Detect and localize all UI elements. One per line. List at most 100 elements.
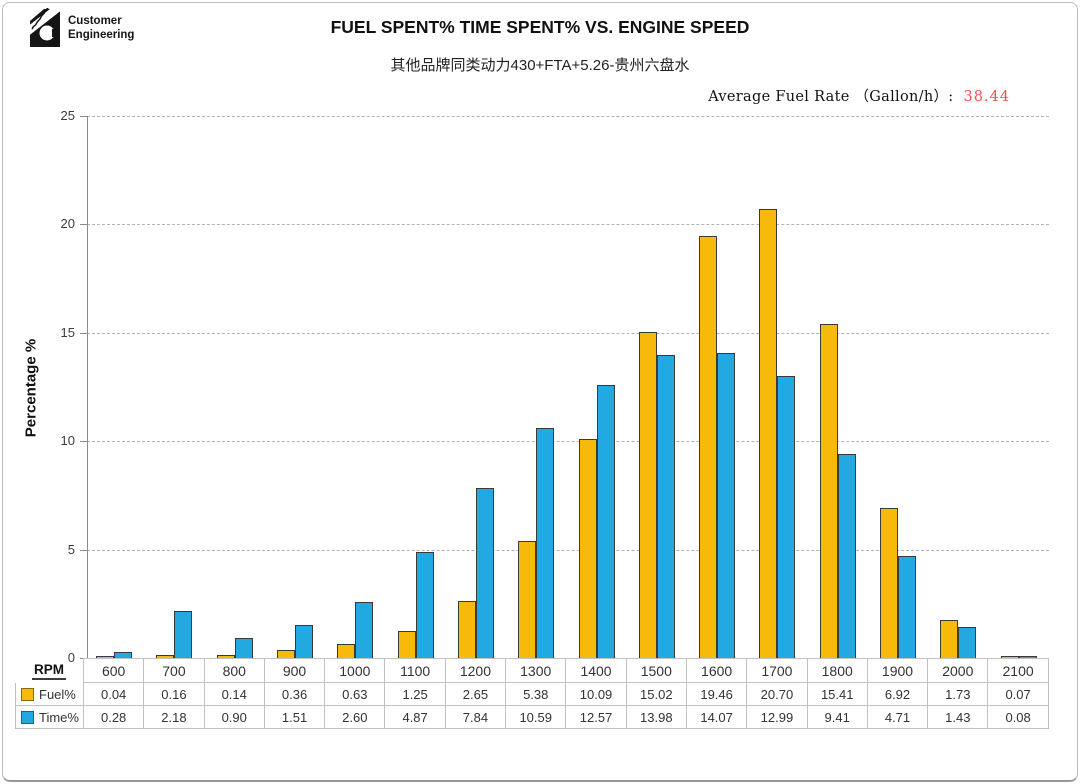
time-bar [898,556,917,658]
gridline [87,116,1049,117]
rpm-column-header: 1000 [325,658,386,683]
fuel-value-cell: 2.65 [445,683,507,706]
fuel-bar [156,655,175,658]
time-value-cell: 7.84 [445,706,507,729]
fuel-legend-swatch-icon [21,687,34,701]
time-bar [536,428,555,658]
rpm-column-header: 1700 [747,658,808,683]
gridline [87,332,1049,334]
fuel-bar [1000,656,1019,658]
fuel-value-cell: 20.70 [747,683,808,706]
fuel-bar [638,332,657,658]
fuel-bar [940,620,959,658]
time-bar [717,353,736,658]
fuel-bar [759,209,778,658]
fuel-value-cell: 1.25 [385,683,446,706]
data-table: RPM 600 700 800 900 1000 1100 1200 1300 1400 1500 1… [15,658,1049,729]
fuel-bar [277,650,296,658]
y-tick-mark [80,549,87,551]
fuel-value-cell: 15.41 [807,683,868,706]
rpm-column-header: 1500 [626,658,687,683]
y-axis-label: Percentage % [22,338,40,438]
y-tick-mark [80,332,87,334]
rpm-column-header: 700 [144,658,205,683]
rpm-column-header: 1200 [445,658,507,683]
rpm-column-header: 2100 [988,658,1049,683]
chart-title: FUEL SPENT% TIME SPENT% VS. ENGINE SPEED [330,17,750,37]
time-bar [777,376,796,658]
logo-text: Customer Engineering [68,8,134,43]
fuel-bar [518,541,537,658]
time-value-cell: 9.41 [807,706,868,729]
fuel-value-cell: 0.04 [84,683,145,706]
rpm-column-header: 1800 [807,658,868,683]
cummins-logo: Customer Engineering [30,8,134,48]
fuel-bar [819,324,838,658]
fuel-value-cell: 15.02 [626,683,687,706]
time-bar [837,454,856,658]
time-value-cell: 1.51 [264,706,326,729]
time-value-cell: 0.90 [204,706,265,729]
rpm-column-header: 1600 [686,658,748,683]
gridline [87,224,1049,226]
time-bar [596,385,615,658]
fuel-value-cell: 0.16 [144,683,205,706]
fuel-value-cell: 10.09 [566,683,627,706]
fuel-value-cell: 0.63 [325,683,386,706]
time-value-cell: 10.59 [506,706,567,729]
average-fuel-rate-label: Average Fuel Rate （Gallon/h）: [708,89,954,105]
rpm-label-text: RPM [32,662,66,680]
logo-text-line1: Customer [68,15,122,27]
time-bar [475,488,494,658]
time-value-cell: 14.07 [686,706,748,729]
y-axis-line [87,116,88,658]
time-value-cell: 0.08 [988,706,1049,729]
time-bar [295,625,314,658]
average-fuel-rate-value: 38.44 [963,89,1010,105]
series-name: Fuel% [39,686,76,702]
fuel-bar [397,631,416,658]
fuel-value-cell: 0.36 [264,683,326,706]
time-bar [1018,656,1037,658]
y-tick-label: 0 [67,650,75,665]
time-bar [174,611,193,658]
time-value-cell: 1.43 [928,706,989,729]
fuel-value-cell: 0.14 [204,683,265,706]
cummins-c-icon [30,8,60,47]
rpm-column-header: 1100 [385,658,446,683]
time-value-cell: 12.99 [747,706,808,729]
average-fuel-rate: Average Fuel Rate （Gallon/h）: 38.44 [708,85,1010,106]
y-tick-label: 20 [60,216,75,232]
rpm-column-header: 1400 [566,658,627,683]
y-tick-mark [80,224,87,226]
time-value-cell: 0.28 [84,706,145,729]
fuel-bar [457,601,476,658]
gridline [87,549,1049,551]
rpm-column-header: 800 [204,658,265,683]
y-tick-label: 5 [67,541,75,557]
fuel-bar [337,644,356,658]
rpm-column-header: 900 [264,658,326,683]
fuel-bar [96,656,115,658]
fuel-value-cell: 1.73 [928,683,989,706]
fuel-value-cell: 0.07 [988,683,1049,706]
fuel-bar [699,236,718,658]
time-value-cell: 4.71 [867,706,929,729]
rpm-column-header: 1900 [867,658,929,683]
rpm-column-header: 1300 [506,658,567,683]
gridline [87,441,1049,443]
y-tick-label: 15 [60,324,75,340]
time-value-cell: 4.87 [385,706,446,729]
time-bar [234,638,253,658]
time-bar [656,355,675,658]
rpm-column-header: 2000 [928,658,989,683]
y-tick-label: 10 [60,433,75,449]
rpm-column-header: 600 [84,658,145,683]
time-value-cell: 12.57 [566,706,627,729]
fuel-value-cell: 6.92 [867,683,929,706]
time-bar [415,552,434,658]
fuel-bar [216,655,235,658]
fuel-bar [578,439,597,658]
time-bar [114,652,133,658]
